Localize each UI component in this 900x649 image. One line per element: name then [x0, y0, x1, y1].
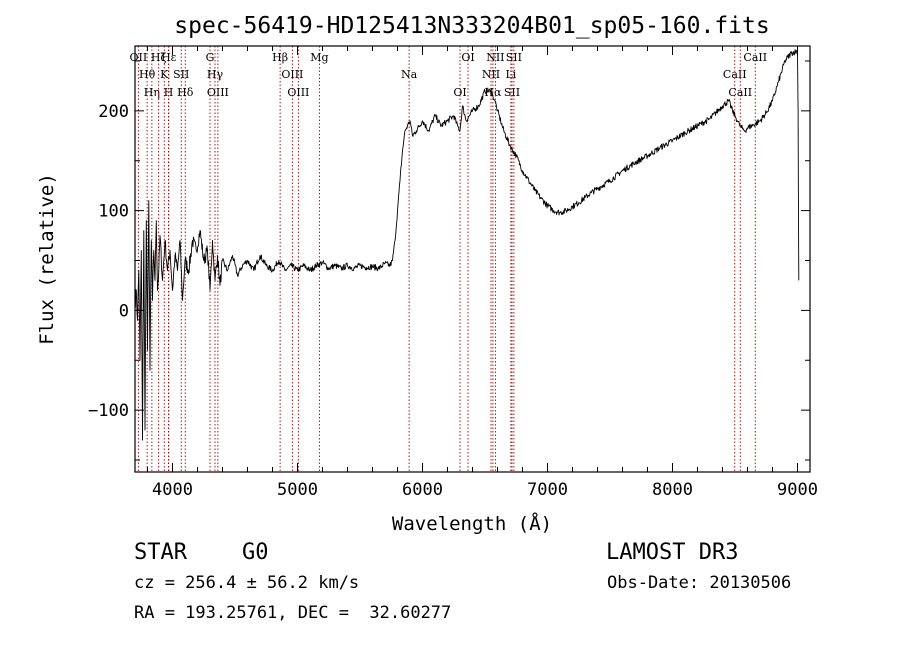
- observation-date: Obs-Date: 20130506: [607, 573, 792, 593]
- x-tick-label: 4000: [152, 480, 193, 500]
- redshift-readout: cz = 256.4 ± 56.2 km/s: [134, 573, 360, 593]
- marker-label: OIII: [281, 68, 303, 81]
- marker-label: OI: [453, 86, 466, 99]
- marker-label: Hη: [144, 86, 160, 99]
- marker-label: Na: [401, 68, 418, 81]
- x-tick-label: 9000: [777, 480, 818, 500]
- x-axis-label: Wavelength (Å): [392, 512, 552, 535]
- y-tick-label: 0: [119, 301, 129, 321]
- marker-label: CaII: [728, 86, 752, 99]
- object-type: STAR: [134, 540, 187, 565]
- marker-label: Hβ: [272, 51, 288, 64]
- x-tick-label: 7000: [527, 480, 568, 500]
- spectral-subclass: G0: [242, 540, 269, 565]
- marker-label: OII: [130, 51, 148, 64]
- marker-label: NII: [486, 51, 504, 64]
- marker-label: OIII: [287, 86, 309, 99]
- y-axis-label: Flux (relative): [36, 173, 58, 345]
- y-tick-label: 100: [98, 202, 129, 222]
- survey-name: LAMOST DR3: [606, 540, 739, 565]
- y-tick-label: 200: [98, 102, 129, 122]
- marker-label: OI: [461, 51, 474, 64]
- marker-label: Hζ: [151, 51, 167, 64]
- spectrum-line: [134, 49, 800, 441]
- plot-axes: 4000 5000 6000 7000 8000 9000 −100 0 100 200: [88, 45, 818, 500]
- marker-label: K: [160, 68, 169, 81]
- marker-label: NII: [482, 68, 500, 81]
- x-tick-label: 8000: [652, 480, 693, 500]
- marker-label: Hθ: [139, 68, 156, 81]
- marker-label: OIII: [207, 86, 229, 99]
- x-tick-label: 5000: [277, 480, 318, 500]
- marker-label: CaII: [743, 51, 767, 64]
- marker-label: SII: [173, 68, 189, 81]
- coordinates-readout: RA = 193.25761, DEC = 32.60277: [134, 603, 452, 623]
- spectral-line-markers: OIIHθHηHζKHHεSIIHδGHγOIIIHβOIIIOIIIMgNaO…: [130, 46, 767, 472]
- marker-label: SII: [504, 86, 520, 99]
- x-tick-label: 6000: [402, 480, 443, 500]
- spectrum-series: [134, 49, 800, 441]
- y-tick-label: −100: [88, 401, 129, 421]
- chart-title: spec-56419-HD125413N333204B01_sp05-160.f…: [174, 13, 769, 39]
- marker-label: Hδ: [177, 86, 194, 99]
- marker-label: Hε: [161, 51, 177, 64]
- marker-label: Hγ: [207, 68, 224, 81]
- marker-label: G: [206, 51, 215, 64]
- marker-label: CaII: [723, 68, 747, 81]
- marker-label: SII: [506, 51, 522, 64]
- marker-label: Mg: [310, 51, 328, 64]
- marker-label: Li: [505, 68, 516, 81]
